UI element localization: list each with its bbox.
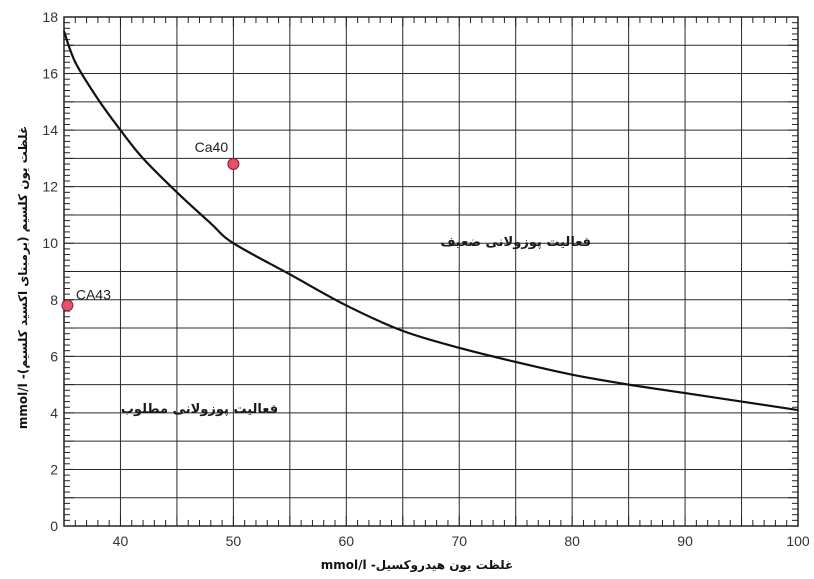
y-tick-label: 2: [50, 461, 58, 477]
x-tick-labels: 40 50 60 70 80 90 100: [113, 533, 810, 549]
region-label: فعالیت پوزولانی ضعیف: [440, 235, 591, 250]
data-points: Ca40 CA43: [61, 139, 240, 312]
y-tick-label: 10: [42, 235, 58, 251]
y-tick-label: 12: [42, 179, 58, 195]
data-point-label: Ca40: [195, 139, 229, 155]
y-tick-label: 14: [42, 122, 58, 138]
x-tick-label: 90: [677, 533, 693, 549]
y-tick-label: 4: [50, 405, 58, 421]
x-tick-label: 80: [564, 533, 580, 549]
y-tick-labels: 0 2 4 6 8 10 12 14 16 18: [42, 9, 58, 534]
region-label: فعالیت پوزولانی مطلوب: [121, 402, 278, 417]
minor-ticks: [64, 16, 799, 526]
data-point-label: CA43: [76, 286, 111, 302]
plot-frame: [63, 16, 799, 527]
data-point: [227, 158, 240, 171]
x-axis-label: غلظت یون هیدروکسیل- mmol/l: [321, 558, 513, 573]
x-tick-label: 60: [339, 533, 355, 549]
y-tick-label: 0: [50, 518, 58, 534]
x-tick-label: 100: [786, 533, 810, 549]
y-tick-label: 8: [50, 292, 58, 308]
y-tick-label: 16: [42, 66, 58, 82]
region-labels: فعالیت پوزولانی ضعیف فعالیت پوزولانی مطلو…: [121, 235, 591, 417]
y-tick-label: 18: [42, 9, 58, 25]
x-tick-label: 70: [451, 533, 467, 549]
grid: [64, 17, 798, 526]
data-point: [61, 299, 74, 312]
y-tick-label: 6: [50, 348, 58, 364]
x-tick-label: 40: [113, 533, 129, 549]
x-tick-label: 50: [226, 533, 242, 549]
y-axis-label: غلظت یون کلسیم (برمبنای اکسید کلسیم)- mm…: [16, 126, 31, 429]
boundary-curve: [62, 30, 799, 412]
